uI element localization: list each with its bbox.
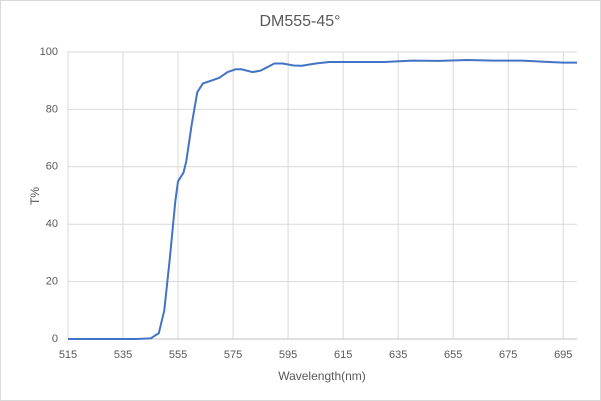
- x-tick-label: 515: [59, 349, 77, 361]
- x-tick-label: 655: [444, 349, 462, 361]
- y-tick-label: 0: [52, 333, 58, 345]
- y-tick-label: 20: [46, 276, 58, 288]
- chart-title: DM555-45°: [259, 13, 340, 30]
- data-line: [68, 59, 577, 340]
- y-tick-label: 60: [46, 161, 58, 173]
- y-tick-label: 80: [46, 103, 58, 115]
- x-tick-label: 615: [334, 349, 352, 361]
- x-tick-label: 555: [169, 349, 187, 361]
- x-tick-label: 595: [279, 349, 297, 361]
- y-axis-label: T%: [28, 187, 42, 205]
- x-tick-label: 695: [554, 349, 572, 361]
- x-axis-label: Wavelength(nm): [278, 369, 366, 383]
- y-tick-label: 100: [40, 46, 58, 58]
- x-tick-label: 675: [499, 349, 517, 361]
- x-tick-label: 575: [224, 349, 242, 361]
- x-tick-label: 635: [389, 349, 407, 361]
- y-tick-label: 40: [46, 218, 58, 230]
- x-tick-label: 535: [114, 349, 132, 361]
